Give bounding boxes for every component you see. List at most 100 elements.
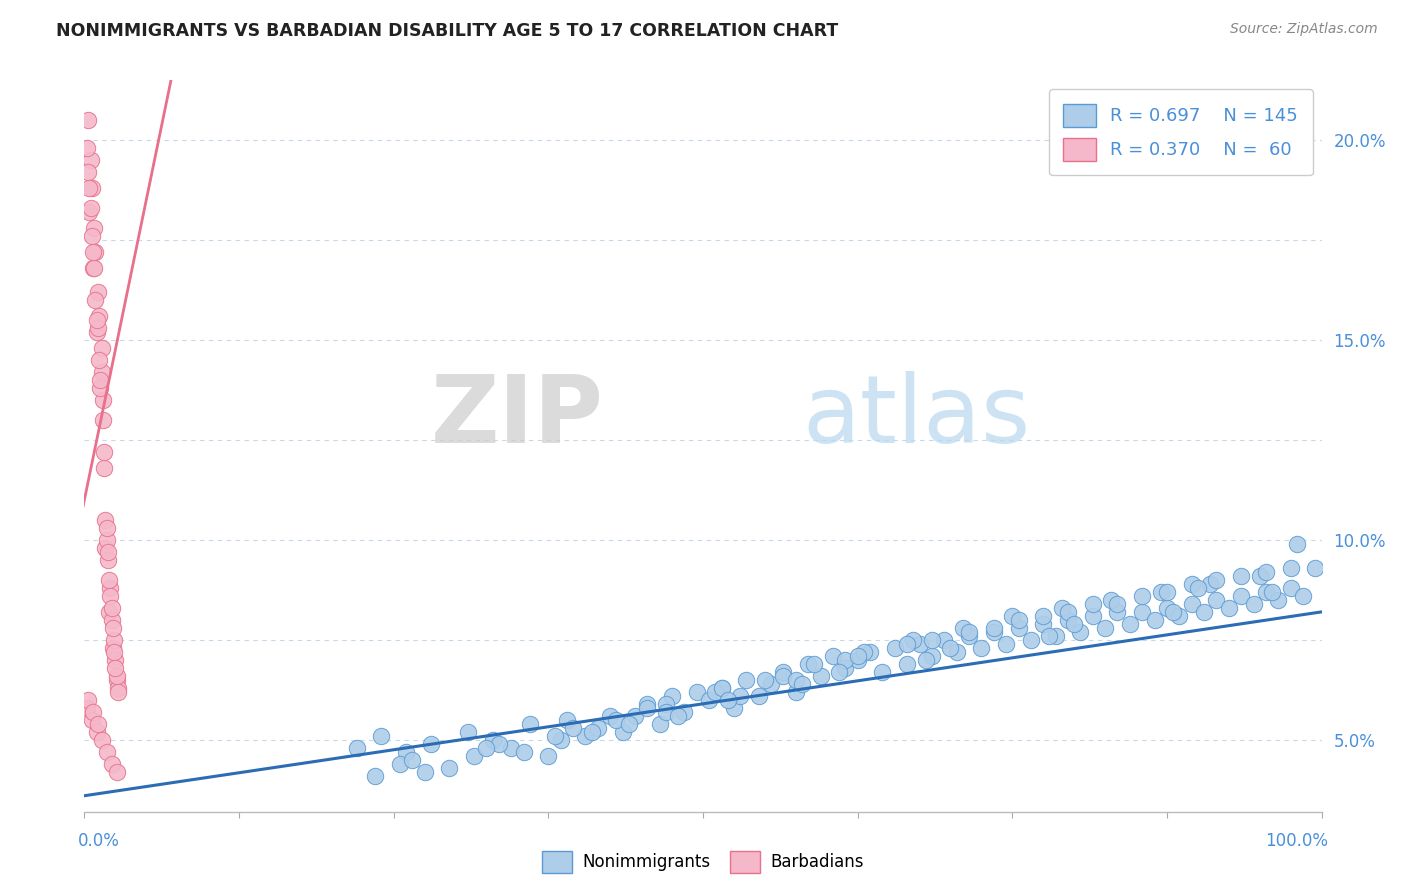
Point	[1143, 613, 1166, 627]
Point	[79, 201, 101, 215]
Point	[704, 685, 727, 699]
Point	[89, 373, 111, 387]
Point	[1019, 632, 1042, 647]
Point	[1243, 597, 1265, 611]
Point	[86, 313, 108, 327]
Point	[970, 640, 993, 655]
Point	[995, 637, 1018, 651]
Point	[89, 353, 111, 368]
Point	[1181, 577, 1204, 591]
Point	[846, 653, 869, 667]
Point	[105, 673, 128, 687]
Point	[80, 229, 103, 244]
Point	[655, 705, 678, 719]
Point	[1156, 600, 1178, 615]
Point	[666, 708, 689, 723]
Point	[91, 392, 114, 407]
Point	[952, 621, 974, 635]
Point	[1045, 629, 1067, 643]
Point	[439, 761, 461, 775]
Point	[96, 745, 118, 759]
Point	[983, 624, 1005, 639]
Point	[395, 745, 418, 759]
Point	[636, 697, 658, 711]
Point	[370, 729, 392, 743]
Point	[82, 245, 104, 260]
Point	[543, 729, 565, 743]
Point	[723, 700, 745, 714]
Point	[903, 632, 925, 647]
Point	[84, 293, 107, 307]
Point	[1032, 608, 1054, 623]
Point	[772, 665, 794, 679]
Point	[96, 521, 118, 535]
Point	[1181, 597, 1204, 611]
Point	[828, 665, 851, 679]
Point	[94, 513, 117, 527]
Point	[488, 737, 510, 751]
Point	[914, 653, 936, 667]
Point	[537, 748, 560, 763]
Point	[364, 769, 387, 783]
Point	[1261, 585, 1284, 599]
Point	[896, 657, 918, 671]
Point	[1285, 537, 1308, 551]
Point	[90, 365, 112, 379]
Point	[852, 645, 875, 659]
Point	[98, 581, 121, 595]
Point	[1007, 621, 1029, 635]
Point	[346, 740, 368, 755]
Point	[759, 677, 782, 691]
Point	[581, 724, 603, 739]
Point	[728, 689, 751, 703]
Point	[1187, 581, 1209, 595]
Point	[1267, 593, 1289, 607]
Point	[785, 685, 807, 699]
Point	[1168, 608, 1191, 623]
Point	[624, 708, 647, 723]
Point	[96, 533, 118, 547]
Point	[1279, 581, 1302, 595]
Text: ZIP: ZIP	[432, 371, 605, 463]
Point	[1292, 589, 1315, 603]
Point	[1069, 624, 1091, 639]
Point	[697, 693, 720, 707]
Point	[89, 309, 111, 323]
Point	[93, 461, 115, 475]
Point	[98, 589, 121, 603]
Point	[772, 669, 794, 683]
Point	[101, 640, 124, 655]
Point	[1230, 589, 1253, 603]
Legend: Nonimmigrants, Barbadians: Nonimmigrants, Barbadians	[536, 845, 870, 880]
Point	[1050, 600, 1073, 615]
Point	[401, 753, 423, 767]
Point	[1057, 613, 1080, 627]
Point	[1081, 608, 1104, 623]
Point	[574, 729, 596, 743]
Point	[921, 648, 943, 663]
Point	[550, 732, 572, 747]
Point	[1156, 585, 1178, 599]
Point	[859, 645, 882, 659]
Point	[101, 621, 124, 635]
Point	[1063, 616, 1085, 631]
Point	[661, 689, 683, 703]
Point	[83, 221, 105, 235]
Point	[810, 669, 832, 683]
Point	[1192, 605, 1215, 619]
Point	[834, 661, 856, 675]
Point	[1249, 569, 1271, 583]
Point	[957, 629, 980, 643]
Point	[710, 681, 733, 695]
Point	[710, 681, 733, 695]
Point	[785, 673, 807, 687]
Point	[1279, 561, 1302, 575]
Point	[655, 697, 678, 711]
Point	[1205, 573, 1227, 587]
Point	[1081, 597, 1104, 611]
Point	[82, 705, 104, 719]
Point	[519, 716, 541, 731]
Text: atlas: atlas	[801, 371, 1031, 463]
Point	[1199, 577, 1222, 591]
Text: NONIMMIGRANTS VS BARBADIAN DISABILITY AGE 5 TO 17 CORRELATION CHART: NONIMMIGRANTS VS BARBADIAN DISABILITY AG…	[56, 22, 838, 40]
